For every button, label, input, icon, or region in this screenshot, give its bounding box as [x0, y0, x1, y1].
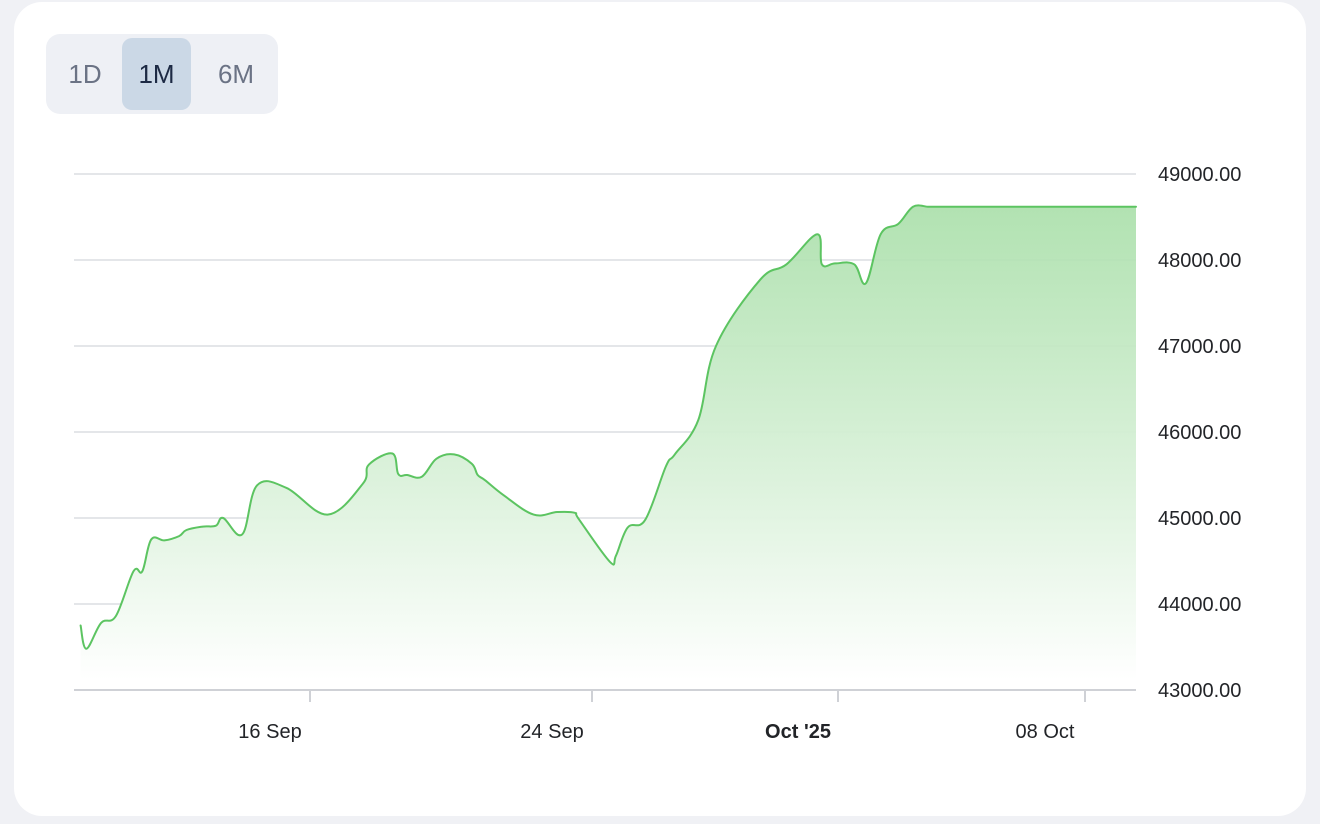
area-fill — [80, 205, 1137, 681]
range-button-1d[interactable]: 1D — [68, 59, 102, 89]
range-button-6m[interactable]: 6M — [217, 59, 255, 89]
y-tick-label: 44000.00 — [1158, 594, 1241, 616]
x-axis-labels: 16 Sep 24 Sep Oct '25 08 Oct — [238, 721, 1075, 743]
x-tick-label: 16 Sep — [238, 721, 301, 743]
y-tick-label: 48000.00 — [1158, 250, 1241, 272]
x-tick-label: 24 Sep — [520, 721, 583, 743]
x-tick-label: 08 Oct — [1016, 721, 1075, 743]
price-line — [79, 204, 1137, 650]
y-tick-label: 49000.00 — [1158, 164, 1241, 186]
x-tick-label: Oct '25 — [765, 721, 831, 743]
range-button-1m[interactable]: 1M — [122, 38, 191, 110]
y-axis-labels: 43000.00 44000.00 45000.00 46000.00 47000.00… — [1158, 164, 1241, 702]
x-axis — [309, 690, 1086, 702]
time-range-selector: 1D 1M 6M — [46, 34, 278, 114]
y-tick-label: 47000.00 — [1158, 336, 1241, 358]
price-area — [79, 204, 1137, 681]
y-tick-label: 46000.00 — [1158, 422, 1241, 444]
y-tick-label: 45000.00 — [1158, 508, 1241, 530]
y-tick-label: 43000.00 — [1158, 680, 1241, 702]
